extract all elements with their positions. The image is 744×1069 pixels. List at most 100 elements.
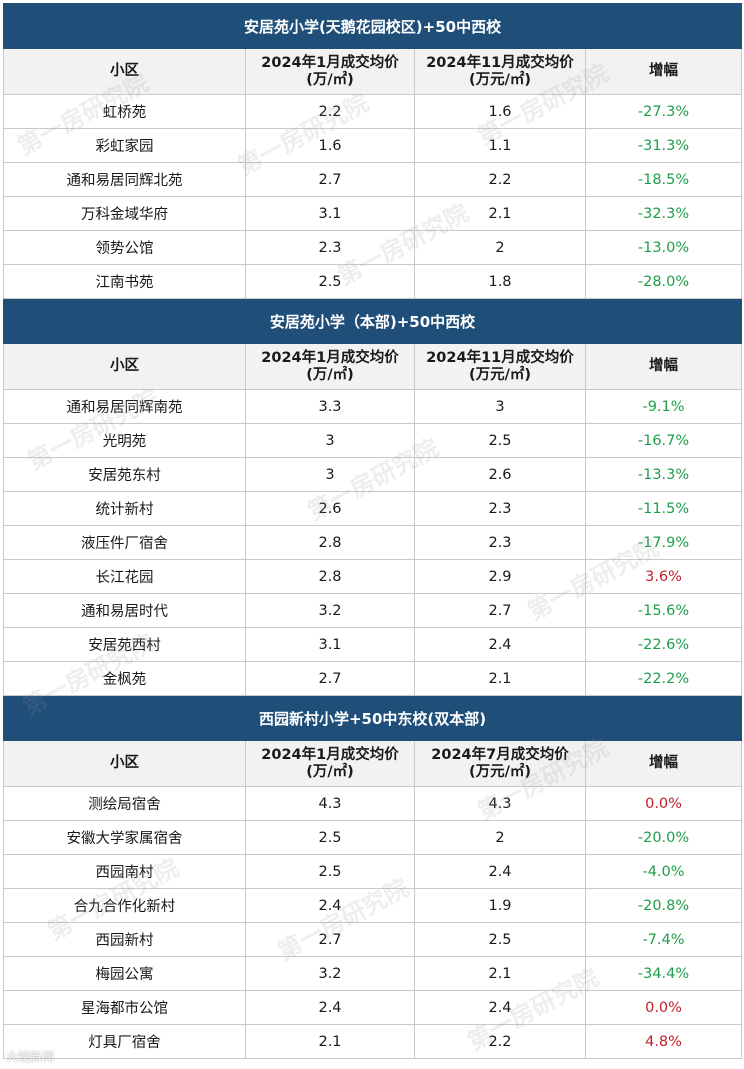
price-change: -4.0% <box>584 854 743 889</box>
jan-price: 4.3 <box>245 786 415 821</box>
table-row: 安徽大学家属宿舍 2.5 2 -20.0% <box>3 820 743 855</box>
table-row: 西园南村 2.5 2.4 -4.0% <box>3 854 743 889</box>
jan-price: 3 <box>245 423 415 458</box>
jan-price: 2.4 <box>245 888 415 923</box>
header-change: 增幅 <box>584 740 743 787</box>
table-row: 彩虹家园 1.6 1.1 -31.3% <box>3 128 743 163</box>
table-row: 虹桥苑 2.2 1.6 -27.3% <box>3 94 743 129</box>
jan-price: 2.4 <box>245 990 415 1025</box>
table-row: 光明苑 3 2.5 -16.7% <box>3 423 743 458</box>
later-price: 2.5 <box>414 423 586 458</box>
header-line: 2024年1月成交均价 <box>261 746 399 763</box>
table-row: 西园新村 2.7 2.5 -7.4% <box>3 922 743 957</box>
later-price: 2.1 <box>414 956 586 991</box>
price-change: -22.2% <box>584 661 743 696</box>
header-community: 小区 <box>3 48 246 95</box>
price-change: -34.4% <box>584 956 743 991</box>
jan-price: 2.7 <box>245 661 415 696</box>
community-name: 安居苑西村 <box>3 627 246 662</box>
later-price: 2.5 <box>414 922 586 957</box>
later-price: 1.6 <box>414 94 586 129</box>
price-change: -31.3% <box>584 128 743 163</box>
jan-price: 3.1 <box>245 196 415 231</box>
column-header-row: 小区 2024年1月成交均价 (万/㎡) 2024年11月成交均价 (万元/㎡) 增幅 <box>3 343 743 390</box>
price-table: 安居苑小学(天鹅花园校区)+50中西校 小区 2024年1月成交均价 (万/㎡) 202… <box>2 3 743 1059</box>
header-line: 2024年1月成交均价 <box>261 54 399 71</box>
header-line: 2024年11月成交均价 <box>426 349 574 366</box>
table-row: 长江花园 2.8 2.9 3.6% <box>3 559 743 594</box>
price-change: -13.0% <box>584 230 743 265</box>
community-name: 液压件厂宿舍 <box>3 525 246 560</box>
community-name: 领势公馆 <box>3 230 246 265</box>
section-title-row: 安居苑小学（本部)+50中西校 <box>2 298 743 344</box>
community-name: 金枫苑 <box>3 661 246 696</box>
table-row: 江南书苑 2.5 1.8 -28.0% <box>3 264 743 299</box>
community-name: 通和易居同辉南苑 <box>3 389 246 424</box>
community-name: 安居苑东村 <box>3 457 246 492</box>
section-title-row: 西园新村小学+50中东校(双本部) <box>2 695 743 741</box>
later-price: 2.6 <box>414 457 586 492</box>
community-name: 星海都市公馆 <box>3 990 246 1025</box>
jan-price: 2.5 <box>245 854 415 889</box>
later-price: 2 <box>414 230 586 265</box>
header-unit: (万/㎡) <box>306 366 354 383</box>
header-change: 增幅 <box>584 343 743 390</box>
later-price: 2 <box>414 820 586 855</box>
price-change: -18.5% <box>584 162 743 197</box>
community-name: 彩虹家园 <box>3 128 246 163</box>
jan-price: 2.7 <box>245 922 415 957</box>
price-change: 4.8% <box>584 1024 743 1059</box>
jan-price: 3.2 <box>245 593 415 628</box>
later-price: 2.7 <box>414 593 586 628</box>
section-title: 西园新村小学+50中东校(双本部) <box>2 695 743 741</box>
header-line: 2024年7月成交均价 <box>431 746 569 763</box>
header-unit: (万/㎡) <box>306 71 354 88</box>
table-row: 梅园公寓 3.2 2.1 -34.4% <box>3 956 743 991</box>
later-price: 3 <box>414 389 586 424</box>
price-change: -20.8% <box>584 888 743 923</box>
table-row: 安居苑东村 3 2.6 -13.3% <box>3 457 743 492</box>
jan-price: 3.2 <box>245 956 415 991</box>
header-unit: (万元/㎡) <box>468 366 532 383</box>
header-later-price: 2024年11月成交均价 (万元/㎡) <box>414 343 586 390</box>
community-name: 灯具厂宿舍 <box>3 1024 246 1059</box>
later-price: 1.9 <box>414 888 586 923</box>
later-price: 2.3 <box>414 525 586 560</box>
table-row: 统计新村 2.6 2.3 -11.5% <box>3 491 743 526</box>
header-jan-price: 2024年1月成交均价 (万/㎡) <box>245 48 415 95</box>
later-price: 1.1 <box>414 128 586 163</box>
header-unit: (万元/㎡) <box>468 763 532 780</box>
later-price: 2.2 <box>414 1024 586 1059</box>
community-name: 合九合作化新村 <box>3 888 246 923</box>
price-change: -16.7% <box>584 423 743 458</box>
community-name: 江南书苑 <box>3 264 246 299</box>
column-header-row: 小区 2024年1月成交均价 (万/㎡) 2024年7月成交均价 (万元/㎡) 增幅 <box>3 740 743 787</box>
jan-price: 2.5 <box>245 820 415 855</box>
jan-price: 3.1 <box>245 627 415 662</box>
table-row: 星海都市公馆 2.4 2.4 0.0% <box>3 990 743 1025</box>
price-change: 3.6% <box>584 559 743 594</box>
community-name: 西园新村 <box>3 922 246 957</box>
corner-logo: 大皖新闻 <box>6 1050 55 1064</box>
community-name: 通和易居同辉北苑 <box>3 162 246 197</box>
jan-price: 2.7 <box>245 162 415 197</box>
table-row: 领势公馆 2.3 2 -13.0% <box>3 230 743 265</box>
price-table-page: 安居苑小学(天鹅花园校区)+50中西校 小区 2024年1月成交均价 (万/㎡) 202… <box>2 3 743 1059</box>
price-change: -32.3% <box>584 196 743 231</box>
later-price: 2.3 <box>414 491 586 526</box>
jan-price: 3.3 <box>245 389 415 424</box>
table-row: 测绘局宿舍 4.3 4.3 0.0% <box>3 786 743 821</box>
later-price: 2.4 <box>414 990 586 1025</box>
table-row: 通和易居同辉南苑 3.3 3 -9.1% <box>3 389 743 424</box>
table-row: 通和易居时代 3.2 2.7 -15.6% <box>3 593 743 628</box>
later-price: 2.1 <box>414 196 586 231</box>
later-price: 2.2 <box>414 162 586 197</box>
later-price: 2.1 <box>414 661 586 696</box>
price-change: -27.3% <box>584 94 743 129</box>
jan-price: 1.6 <box>245 128 415 163</box>
jan-price: 2.3 <box>245 230 415 265</box>
header-later-price: 2024年11月成交均价 (万元/㎡) <box>414 48 586 95</box>
jan-price: 2.5 <box>245 264 415 299</box>
jan-price: 2.8 <box>245 559 415 594</box>
table-row: 通和易居同辉北苑 2.7 2.2 -18.5% <box>3 162 743 197</box>
